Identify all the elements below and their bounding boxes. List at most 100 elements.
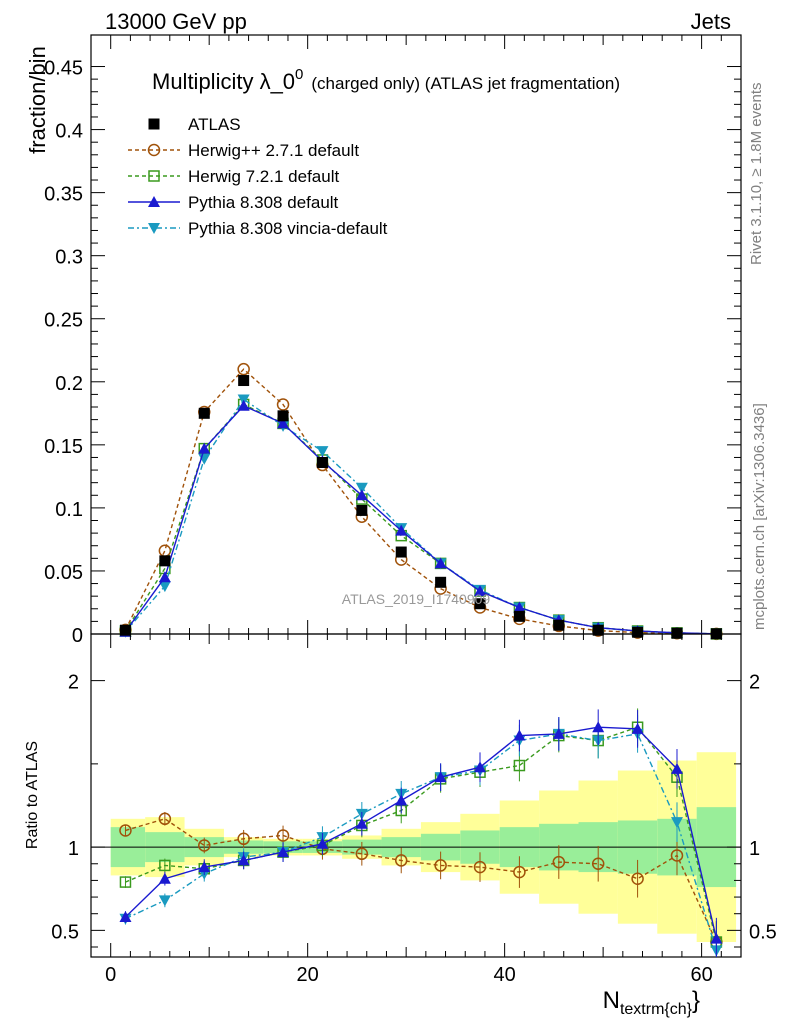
x-tick-label: 40 <box>494 964 516 986</box>
ratio-line <box>125 733 718 951</box>
ratio-point <box>473 860 487 874</box>
ratio-point <box>592 721 605 733</box>
data-point <box>237 362 250 376</box>
ratio-point <box>670 762 683 774</box>
x-tick-label: 60 <box>690 964 712 986</box>
ratio-point <box>119 911 132 923</box>
data-point <box>671 627 683 639</box>
ratio-point <box>670 849 684 862</box>
ratio-point <box>631 872 644 885</box>
ratio-point <box>237 832 250 846</box>
ratio-tick-label-right: 1 <box>749 838 760 860</box>
ratio-tick-label: 2 <box>68 672 79 694</box>
ratio-line <box>124 726 718 939</box>
legend-marker <box>148 118 160 130</box>
ratio-point <box>276 829 290 842</box>
data-point <box>395 524 408 536</box>
ratio-point <box>198 861 211 873</box>
main-panel: 0 0.05 0.1 0.15 0.2 0.25 0.3 0.35 0.4 0.45 <box>44 34 742 647</box>
ratio-frame <box>90 633 742 958</box>
ratio-point <box>119 824 132 837</box>
ratio-series-1 <box>119 811 723 957</box>
ratio-point <box>670 817 683 829</box>
data-point <box>513 610 525 622</box>
ratio-tick-label: 0.5 <box>51 921 79 943</box>
ratio-panel: 0 20 40 60 0.5 0.5 1 1 2 2 <box>51 633 777 986</box>
ratio-line <box>125 818 718 943</box>
ratio-point <box>395 794 408 806</box>
ratio-point <box>513 729 526 741</box>
series-0 <box>119 375 722 640</box>
data-point <box>553 619 565 631</box>
legend-label: Pythia 8.308 vincia-default <box>188 219 388 238</box>
ratio-point <box>119 876 132 888</box>
ratio-point <box>631 722 644 734</box>
data-point <box>237 399 250 411</box>
ratio-point <box>394 854 408 867</box>
data-point <box>277 417 290 429</box>
ratio-point <box>355 847 369 861</box>
ratio-point <box>158 895 171 907</box>
series-line <box>124 368 717 635</box>
y-tick-label: 0.2 <box>55 373 83 395</box>
data-point <box>238 375 250 387</box>
legend-label: Herwig 7.2.1 default <box>188 167 339 186</box>
data-point <box>276 398 290 411</box>
data-point <box>474 585 487 597</box>
data-point <box>158 544 172 558</box>
chart-title-suffix: (charged only) (ATLAS jet fragmentation) <box>311 74 620 93</box>
y-tick-label: 0.45 <box>44 58 83 80</box>
data-point <box>119 624 131 636</box>
data-point <box>158 571 171 583</box>
ratio-point <box>591 857 605 871</box>
ratio-point <box>552 727 565 739</box>
data-point <box>316 456 328 468</box>
y-axis-label: fraction/bin <box>25 46 50 154</box>
data-point <box>198 407 210 419</box>
data-point <box>355 482 368 494</box>
legend-marker <box>147 143 161 157</box>
ratio-point <box>710 932 723 944</box>
legend-marker <box>148 223 160 234</box>
data-point <box>474 598 486 610</box>
chart-title-superscript: 0 <box>295 66 303 83</box>
data-point <box>356 504 368 516</box>
y-tick-label: 0.4 <box>55 121 83 143</box>
data-point <box>355 489 368 501</box>
ratio-point <box>198 839 211 852</box>
ratio-tick-label: 1 <box>68 838 79 860</box>
data-point <box>316 446 329 458</box>
header-category-label: Jets <box>691 9 731 34</box>
x-axis-label: Ntextrm{ch}} <box>603 987 700 1018</box>
series-line <box>124 398 717 635</box>
ratio-point <box>474 761 487 773</box>
ratio-point <box>355 817 368 829</box>
y-tick-label: 0.1 <box>55 499 83 521</box>
data-point <box>277 410 289 422</box>
y-tick-label: 0 <box>72 625 83 647</box>
data-point <box>513 601 526 613</box>
data-point <box>159 555 171 567</box>
ratio-y-axis-label: Ratio to ATLAS <box>24 741 41 849</box>
ratio-point <box>434 771 447 783</box>
x-axis-label-subscript: textrm{ch} <box>620 1001 693 1018</box>
data-point <box>395 546 407 558</box>
ratio-point <box>316 837 329 849</box>
rivet-version-label: Rivet 3.1.10, ≥ 1.8M events <box>748 83 765 266</box>
y-tick-label: 0.25 <box>44 310 83 332</box>
ratio-point <box>434 859 447 872</box>
data-point <box>198 442 211 454</box>
chart-title: Multiplicity λ_00 (charged only) (ATLAS j… <box>152 66 620 94</box>
ratio-series-3 <box>119 709 723 957</box>
header-energy-label: 13000 GeV pp <box>105 9 247 34</box>
analysis-watermark: ATLAS_2019_I1740909 <box>342 591 491 607</box>
y-tick-label: 0.15 <box>44 436 83 458</box>
data-point <box>158 581 171 593</box>
ratio-tick-label-right: 2 <box>749 672 760 694</box>
y-tick-label: 0.35 <box>44 184 83 206</box>
y-tick-label: 0.05 <box>44 562 83 584</box>
legend-label: ATLAS <box>188 115 241 134</box>
ratio-point <box>159 859 171 872</box>
ratio-point <box>513 759 526 772</box>
